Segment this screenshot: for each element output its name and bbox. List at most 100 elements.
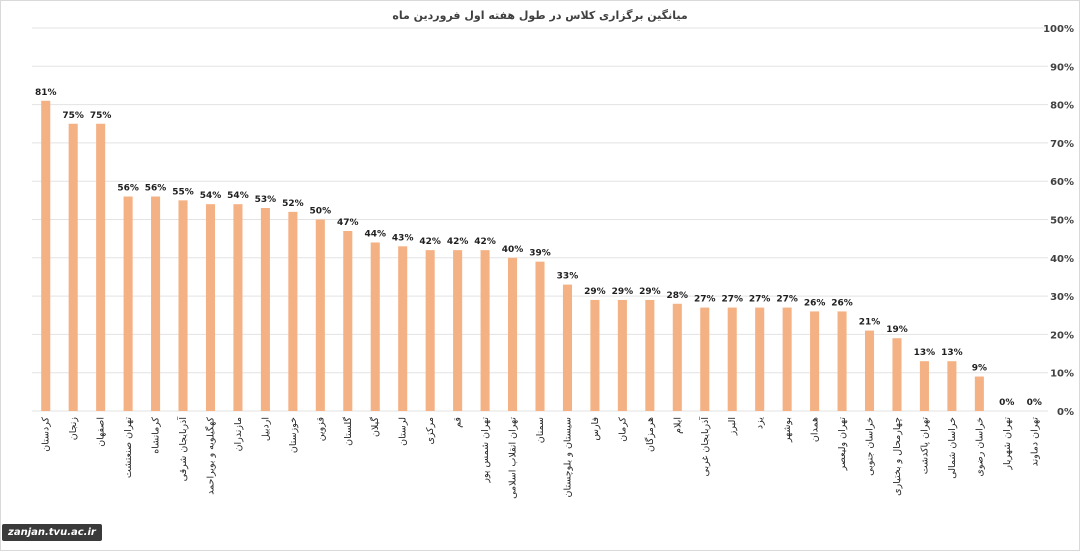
category-label: مرکزی [425,417,436,445]
category-label: اصفهان [96,417,107,447]
bar [315,219,325,411]
bar [974,376,984,411]
category-label: کردستان [41,417,52,452]
bar-value-label: 13% [914,348,936,358]
category-label: همدان [810,417,821,442]
bar-value-label: 9% [972,364,987,374]
bar [370,242,380,411]
bar [453,250,463,411]
category-label: تهران صنعتشت [123,417,134,478]
category-label: خراسان جنوبی [865,417,876,476]
bar [123,196,133,411]
bar-value-label: 81% [35,88,57,98]
category-label: مازندران [233,417,244,451]
category-label: ایلام [672,417,683,434]
category-label: هرمزگان [644,417,656,452]
bar [700,307,710,411]
bar-value-label: 21% [859,318,881,328]
bar-value-label: 50% [310,207,332,217]
category-label: کرمانشاه [151,417,162,454]
bar [727,307,737,411]
bar-value-label: 27% [694,295,716,305]
bar-value-label: 56% [145,184,167,194]
bar [755,307,765,411]
bar [178,200,188,411]
bar [260,208,270,411]
bar-value-label: 0% [1027,398,1042,408]
category-label: گلستان [342,417,354,446]
bar [68,123,78,411]
y-tick-label: 70% [1050,139,1074,150]
bar [810,311,820,411]
category-label: فارس [590,417,601,441]
category-label: تهران دماوند [1029,417,1040,467]
bar-value-label: 26% [804,298,826,308]
bar [343,230,353,411]
category-label: بوشهر [782,417,793,443]
bar [590,299,600,411]
bar [41,100,51,412]
y-tick-label: 50% [1050,216,1074,227]
category-label: چهارمحال و بختیاری [892,417,903,496]
bar-value-label: 42% [419,237,441,247]
y-tick-label: 0% [1057,407,1074,418]
y-tick-label: 20% [1050,330,1074,341]
category-label: خراسان شمالی [947,417,958,479]
category-label: تهران ولیعصر [837,417,848,472]
bar-value-label: 29% [639,287,661,297]
bar-value-label: 0% [999,398,1014,408]
bar-value-label: 75% [62,111,84,121]
chart-title: میانگین برگزاری کلاس در طول هفته اول فرو… [392,9,688,22]
bar-value-label: 47% [337,218,359,228]
category-label: تهران انقلاب اسلامی [508,417,519,499]
bar-value-label: 27% [721,295,743,305]
bar-value-label: 43% [392,233,414,243]
bar-value-label: 42% [474,237,496,247]
y-tick-label: 30% [1050,292,1074,303]
bars [41,100,984,412]
bar [782,307,792,411]
bar-value-label: 40% [502,245,524,255]
category-label: قم [453,417,464,428]
bar-value-label: 29% [584,287,606,297]
bar [480,250,490,411]
category-label: زنجان [68,417,79,441]
bar-value-label: 28% [667,291,689,301]
category-label: کهگیلویه و بویراحمد [204,417,216,495]
bar [151,196,161,411]
y-tick-label: 100% [1043,24,1074,35]
y-tick-label: 90% [1050,62,1074,73]
bar [233,204,243,411]
bar [425,250,435,411]
y-tick-label: 10% [1050,369,1074,380]
bar-value-label: 13% [941,348,963,358]
bar [535,261,545,411]
bar-value-label: 33% [557,272,579,282]
y-tick-label: 40% [1050,254,1074,265]
bar [837,311,847,411]
bar [919,361,929,411]
category-label: تهران شمس پور [480,417,491,484]
bar [947,361,957,411]
category-label: تهران پاکدشت [919,417,930,475]
y-axis-ticks: 0% 10% 20% 30% 40% 50% 60% 70% 80% 90% 100% [1043,24,1074,418]
bar-value-label: 27% [749,295,771,305]
bar-value-label: 42% [447,237,469,247]
category-label: آذربایجان شرقی [176,417,189,482]
bar-value-label: 19% [886,325,908,335]
bar [672,303,682,411]
bar-value-label: 54% [227,191,249,201]
bar-value-label: 55% [172,187,194,197]
y-tick-label: 60% [1050,177,1074,188]
category-label: کرمان [617,417,628,442]
bar [398,246,408,411]
bar [205,204,216,411]
bar-value-label: 56% [117,184,139,194]
bar [892,338,902,411]
bar-value-label: 39% [529,249,551,259]
y-tick-label: 80% [1050,101,1074,112]
bar-value-label: 29% [612,287,634,297]
bar [562,284,572,411]
category-label: یزد [755,417,766,429]
